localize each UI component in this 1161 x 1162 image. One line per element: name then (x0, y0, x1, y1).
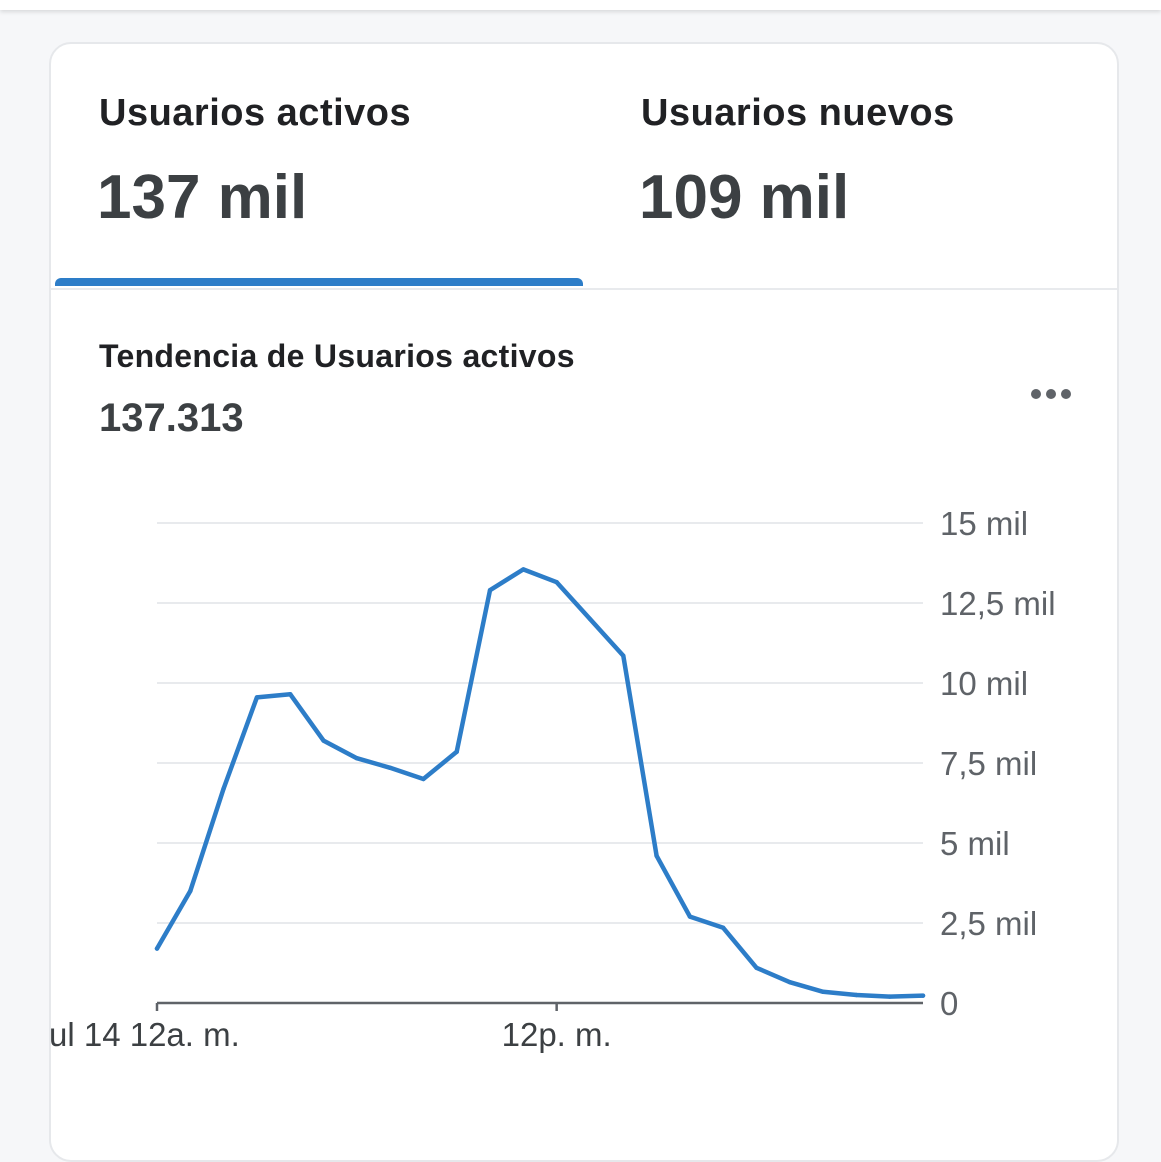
data-point (188, 888, 193, 894)
data-point (587, 616, 593, 622)
x-tick-label: ul 14 12a. m. (49, 1016, 240, 1053)
data-point (487, 588, 493, 593)
tab-usuarios-nuevos[interactable]: Usuarios nuevos 109 mil (591, 44, 1117, 290)
active-tab-indicator (55, 278, 583, 286)
chart-title: Tendencia de Usuarios activos (99, 338, 575, 374)
data-point (254, 695, 260, 700)
chart-total: 137.313 (99, 396, 244, 440)
more-options-button[interactable] (1021, 374, 1081, 414)
tab-title: Usuarios nuevos (641, 92, 955, 134)
data-point (354, 756, 360, 761)
data-point (621, 653, 626, 658)
y-tick-label: 2,5 mil (940, 905, 1037, 942)
tab-value: 137 mil (97, 163, 308, 232)
more-horizontal-icon (1031, 389, 1041, 399)
data-point (854, 992, 859, 998)
data-point (521, 567, 526, 572)
data-point (920, 993, 926, 998)
y-tick-label: 15 mil (940, 505, 1028, 542)
y-axis-ticks: 0 2,5 mil 5 mil 7,5 mil 10 mil 12,5 mil 15 mil (940, 505, 1056, 1022)
y-tick-label: 7,5 mil (940, 745, 1037, 782)
data-point (720, 925, 726, 930)
data-point (554, 580, 559, 585)
data-point (454, 749, 459, 754)
tab-divider (51, 288, 1117, 290)
tab-usuarios-activos[interactable]: Usuarios activos 137 mil (51, 44, 583, 290)
data-point (654, 853, 659, 858)
data-point (387, 765, 393, 770)
data-point (687, 914, 693, 919)
more-horizontal-icon (1046, 389, 1056, 399)
y-tick-label: 0 (940, 985, 958, 1022)
y-tick-label: 5 mil (940, 825, 1010, 862)
data-point (787, 980, 792, 985)
line-chart: 0 2,5 mil 5 mil 7,5 mil 10 mil 12,5 mil 15 mil… (49, 505, 1056, 1053)
x-axis-ticks: ul 14 12a. m. 12p. m. (49, 1003, 612, 1053)
data-point (887, 994, 892, 999)
data-point (154, 946, 160, 951)
y-tick-label: 12,5 mil (940, 585, 1056, 622)
series-line (154, 567, 926, 999)
more-horizontal-icon (1061, 389, 1071, 399)
data-point (288, 692, 293, 697)
data-point (754, 965, 759, 970)
series-layer (154, 567, 926, 999)
tab-title: Usuarios activos (99, 92, 412, 134)
tab-value: 109 mil (639, 163, 850, 232)
data-point (221, 786, 226, 791)
data-point (820, 989, 826, 994)
top-bar (0, 0, 1161, 10)
y-tick-label: 10 mil (940, 665, 1028, 702)
data-point (421, 776, 426, 782)
data-point (321, 738, 326, 743)
grid-lines (157, 522, 923, 924)
x-tick-label: 12p. m. (502, 1016, 612, 1053)
